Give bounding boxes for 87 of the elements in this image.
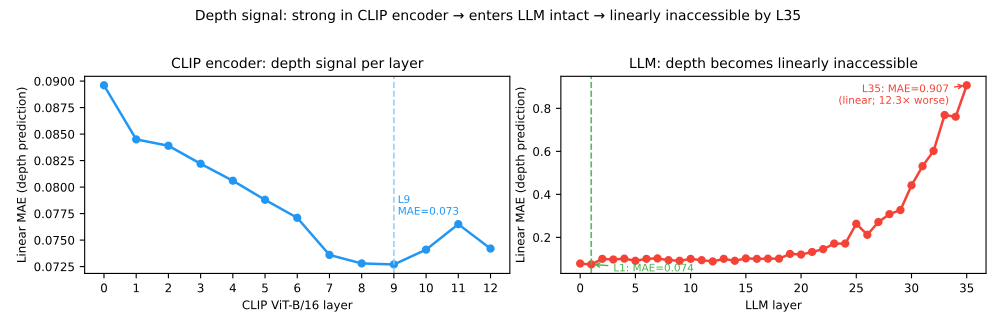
y-axis-title: Linear MAE (depth prediction) bbox=[515, 88, 527, 262]
text: Depth signal: strong in CLIP encoder → enters LLM intact → linearly inaccessible by L35 bbox=[196, 10, 800, 23]
x-tick-label: 20 bbox=[794, 283, 808, 292]
point bbox=[830, 239, 838, 248]
point bbox=[774, 254, 784, 263]
point bbox=[841, 239, 850, 248]
x-tick-label: 30 bbox=[904, 283, 918, 292]
point bbox=[852, 220, 860, 228]
point bbox=[796, 250, 806, 259]
y-tick-label: 0.4 bbox=[533, 190, 550, 200]
x-tick-label: 11 bbox=[452, 284, 465, 292]
point bbox=[786, 250, 794, 258]
point bbox=[100, 81, 108, 90]
y-tick-label: 0.0875 bbox=[34, 103, 74, 112]
point bbox=[620, 254, 629, 263]
chart-title: CLIP encoder: depth signal per layer bbox=[172, 57, 424, 71]
point bbox=[698, 256, 706, 264]
point bbox=[228, 176, 237, 185]
point bbox=[164, 142, 173, 150]
point bbox=[863, 230, 872, 239]
x-tick-label: 35 bbox=[960, 283, 974, 292]
point bbox=[686, 254, 695, 264]
point bbox=[132, 135, 140, 144]
point bbox=[962, 81, 971, 90]
y-tick-label: 0.6 bbox=[533, 147, 550, 156]
point bbox=[486, 244, 495, 253]
y-tick-label: 0.0725 bbox=[34, 262, 74, 272]
point bbox=[293, 214, 302, 222]
x-tick-label: 12 bbox=[484, 283, 497, 292]
point bbox=[454, 220, 462, 228]
y-tick-label: 0.0825 bbox=[34, 156, 74, 166]
point bbox=[598, 254, 606, 264]
x-tick-label: 3 bbox=[198, 283, 204, 292]
point bbox=[576, 259, 584, 268]
point bbox=[918, 162, 927, 170]
point bbox=[260, 196, 270, 204]
point bbox=[940, 110, 949, 120]
x-tick-label: 25 bbox=[850, 283, 863, 292]
y-tick-label: 0.2 bbox=[533, 233, 550, 242]
x-tick-label: 10 bbox=[420, 283, 433, 292]
point bbox=[642, 254, 651, 264]
point bbox=[196, 160, 205, 168]
annotation: L1: MAE=0.074 bbox=[614, 264, 694, 272]
point bbox=[752, 254, 762, 264]
x-axis-title: LLM layer bbox=[746, 300, 802, 312]
x-tick-label: 4 bbox=[230, 284, 236, 292]
y-tick-label: 0.0850 bbox=[34, 130, 74, 139]
point bbox=[742, 254, 750, 263]
y-tick-label: 0.8 bbox=[533, 104, 550, 114]
point bbox=[764, 254, 772, 263]
y-tick-label: 0.0900 bbox=[34, 76, 74, 86]
point bbox=[609, 255, 618, 264]
x-tick-label: 6 bbox=[294, 283, 300, 292]
x-tick-label: 5 bbox=[632, 284, 638, 292]
point bbox=[808, 248, 816, 256]
point bbox=[325, 250, 334, 260]
point bbox=[896, 206, 905, 214]
x-tick-label: 9 bbox=[390, 283, 397, 292]
point bbox=[653, 254, 662, 263]
chart-title: LLM: depth becomes linearly inaccessible bbox=[630, 57, 918, 71]
x-tick-label: 0 bbox=[577, 283, 584, 292]
point bbox=[422, 245, 430, 254]
point bbox=[708, 257, 717, 266]
point bbox=[907, 181, 916, 190]
x-tick-label: 10 bbox=[684, 283, 698, 292]
point bbox=[730, 256, 739, 265]
point bbox=[874, 218, 883, 226]
x-tick-label: 2 bbox=[166, 283, 171, 292]
y-tick-label: 0.0775 bbox=[34, 209, 74, 218]
x-tick-label: 5 bbox=[262, 284, 268, 292]
point bbox=[720, 254, 728, 264]
x-tick-label: 1 bbox=[134, 284, 139, 292]
point bbox=[952, 112, 960, 121]
point bbox=[818, 245, 828, 254]
y-tick-label: 0.0800 bbox=[34, 182, 74, 192]
annotation: L9 MAE=0.073 bbox=[398, 195, 458, 215]
point bbox=[358, 259, 366, 268]
y-axis-title: Linear MAE (depth prediction) bbox=[16, 88, 28, 262]
x-tick-label: 8 bbox=[358, 283, 365, 292]
point bbox=[929, 146, 938, 156]
x-tick-label: 15 bbox=[740, 284, 752, 292]
y-tick-label: 0.0750 bbox=[34, 236, 74, 245]
x-tick-label: 0 bbox=[101, 283, 107, 292]
x-tick-label: 7 bbox=[326, 284, 332, 292]
x-axis-title: CLIP ViT-B/16 layer bbox=[242, 300, 353, 312]
point bbox=[885, 210, 894, 218]
annotation: L35: MAE=0.907 (linear; 12.3× worse) bbox=[839, 84, 948, 106]
